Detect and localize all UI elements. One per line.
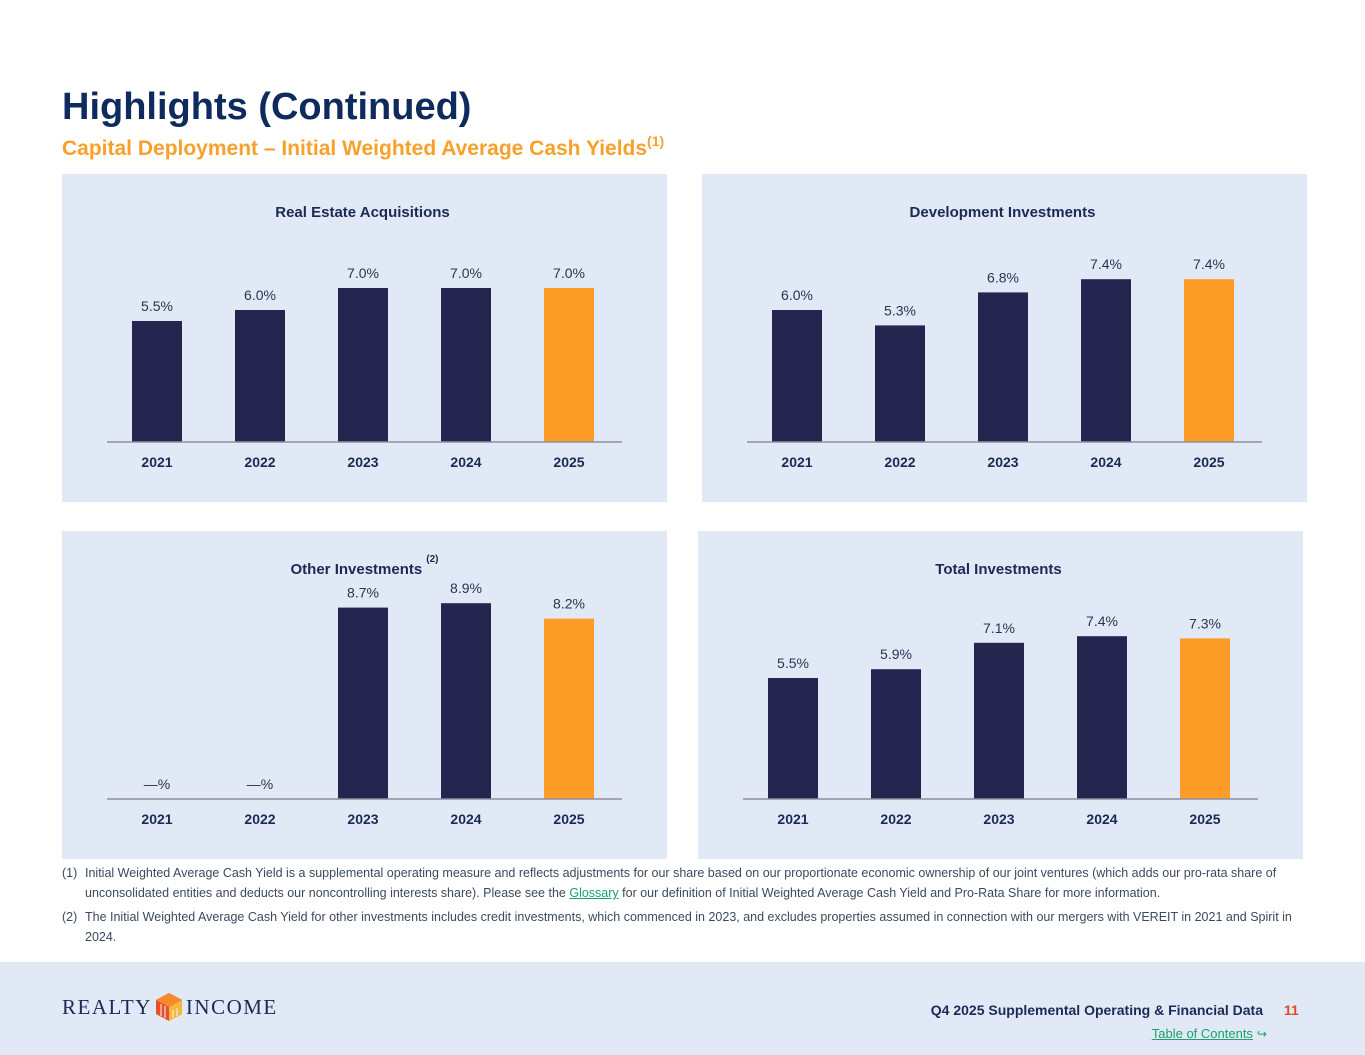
data-label-2021: 5.5% — [777, 655, 809, 671]
glossary-link[interactable]: Glossary — [569, 886, 619, 900]
chart-title: Development Investments — [702, 203, 1307, 221]
bar-2025 — [544, 618, 594, 799]
chart-panel-development-investments: Development Investments 6.0% 2021 5.3% 2022… — [702, 174, 1307, 502]
chart-title: Real Estate Acquisitions — [62, 203, 667, 221]
bar-2023 — [338, 288, 388, 442]
logo-cube-icon — [155, 993, 182, 1021]
bar-2021 — [768, 678, 818, 799]
footnote-1: (1) Initial Weighted Average Cash Yield … — [62, 863, 1302, 903]
bar-2024 — [441, 288, 491, 442]
chart-panel-other-investments: Other Investments(2) —% 2021 —% 2022 8.7% 202… — [62, 531, 667, 859]
data-label-2024: 8.9% — [450, 580, 482, 596]
x-tick-label-2023: 2023 — [347, 811, 378, 827]
chart-title: Total Investments — [698, 560, 1303, 578]
bar-2021 — [772, 310, 822, 442]
footnote-text: Initial Weighted Average Cash Yield is a… — [85, 863, 1302, 903]
data-label-2023: 7.1% — [983, 620, 1015, 636]
bar-2024 — [441, 603, 491, 799]
bar-2023 — [978, 292, 1028, 442]
table-of-contents-link[interactable]: Table of Contents ↪ — [1152, 1026, 1267, 1041]
data-label-2025: 7.0% — [553, 265, 585, 281]
subtitle-footnote-ref: (1) — [647, 133, 665, 149]
bar-2022 — [875, 325, 925, 442]
bar-2025 — [1180, 638, 1230, 799]
data-label-2021: —% — [144, 776, 170, 792]
x-tick-label-2024: 2024 — [1090, 454, 1121, 470]
x-tick-label-2021: 2021 — [777, 811, 808, 827]
data-label-2022: 6.0% — [244, 287, 276, 303]
subtitle-text: Capital Deployment – Initial Weighted Av… — [62, 137, 648, 160]
data-label-2023: 8.7% — [347, 585, 379, 601]
data-label-2024: 7.0% — [450, 265, 482, 281]
data-label-2024: 7.4% — [1090, 256, 1122, 272]
footnotes: (1) Initial Weighted Average Cash Yield … — [62, 863, 1302, 951]
data-label-2021: 5.5% — [141, 298, 173, 314]
x-tick-label-2024: 2024 — [450, 454, 481, 470]
bar-2024 — [1081, 279, 1131, 442]
chart-panel-total-investments: Total Investments 5.5% 2021 5.9% 2022 7.1% 20… — [698, 531, 1303, 859]
page-number: 11 — [1284, 1002, 1299, 1018]
x-tick-label-2022: 2022 — [244, 454, 275, 470]
data-label-2022: 5.3% — [884, 302, 916, 318]
bar-chart-development-investments: 6.0% 2021 5.3% 2022 6.8% 2023 7.4% 2024 7.4% 2025 — [747, 256, 1262, 470]
footnote-text-part: Initial Weighted Average Cash Yield is a… — [85, 866, 1277, 900]
footnote-number: (1) — [62, 866, 78, 880]
x-tick-label-2024: 2024 — [1086, 811, 1117, 827]
bar-2025 — [1184, 279, 1234, 442]
x-tick-label-2022: 2022 — [244, 811, 275, 827]
data-label-2022: —% — [247, 776, 273, 792]
data-label-2021: 6.0% — [781, 287, 813, 303]
bar-2022 — [235, 310, 285, 442]
bar-2024 — [1077, 636, 1127, 799]
x-tick-label-2023: 2023 — [347, 454, 378, 470]
chart-panel-real-estate-acquisitions: Real Estate Acquisitions 5.5% 2021 6.0% 202… — [62, 174, 667, 502]
bar-chart-other-investments: —% 2021 —% 2022 8.7% 2023 8.9% 2024 8.2% 2025 — [107, 580, 622, 827]
data-label-2025: 7.3% — [1189, 615, 1221, 631]
x-tick-label-2021: 2021 — [781, 454, 812, 470]
x-tick-label-2025: 2025 — [1193, 454, 1224, 470]
data-label-2024: 7.4% — [1086, 613, 1118, 629]
page-subtitle: Capital Deployment – Initial Weighted Av… — [62, 133, 664, 161]
bar-2022 — [871, 669, 921, 799]
bar-2021 — [132, 321, 182, 442]
chart-title-text: Real Estate Acquisitions — [275, 204, 450, 221]
data-label-2023: 6.8% — [987, 269, 1019, 285]
chart-title-text: Other Investments — [290, 561, 423, 578]
data-label-2022: 5.9% — [880, 646, 912, 662]
x-tick-label-2021: 2021 — [141, 811, 172, 827]
realty-income-logo: REALTY INCOME — [62, 992, 278, 1022]
x-tick-label-2022: 2022 — [884, 454, 915, 470]
page-title: Highlights (Continued) — [62, 86, 472, 128]
x-tick-label-2022: 2022 — [880, 811, 911, 827]
footnote-number: (2) — [62, 910, 78, 924]
data-label-2025: 7.4% — [1193, 256, 1225, 272]
x-tick-label-2025: 2025 — [1189, 811, 1220, 827]
x-tick-label-2023: 2023 — [987, 454, 1018, 470]
bar-2023 — [974, 642, 1024, 799]
chart-title-text: Development Investments — [909, 204, 1096, 221]
data-label-2025: 8.2% — [553, 596, 585, 612]
footnote-2: (2) The Initial Weighted Average Cash Yi… — [62, 907, 1302, 947]
bar-2023 — [338, 607, 388, 799]
bar-chart-real-estate-acquisitions: 5.5% 2021 6.0% 2022 7.0% 2023 7.0% 2024 7.0% 2025 — [107, 265, 622, 470]
footer: REALTY INCOME Q4 2025 Supplemental Opera… — [0, 962, 1365, 1055]
logo-text-left: REALTY — [62, 994, 152, 1019]
arrow-right-icon: ↪ — [1256, 1027, 1267, 1041]
bar-2025 — [544, 288, 594, 442]
x-tick-label-2025: 2025 — [553, 454, 584, 470]
chart-title: Other Investments(2) — [62, 554, 667, 578]
x-tick-label-2021: 2021 — [141, 454, 172, 470]
x-tick-label-2025: 2025 — [553, 811, 584, 827]
footnote-text-part: for our definition of Initial Weighted A… — [618, 886, 1161, 900]
x-tick-label-2023: 2023 — [983, 811, 1014, 827]
chart-title-footnote: (2) — [426, 554, 439, 565]
bar-chart-total-investments: 5.5% 2021 5.9% 2022 7.1% 2023 7.4% 2024 7.3% 2025 — [743, 613, 1258, 827]
data-label-2023: 7.0% — [347, 265, 379, 281]
footnote-text: The Initial Weighted Average Cash Yield … — [85, 910, 1292, 944]
toc-link-text[interactable]: Table of Contents — [1151, 1026, 1253, 1041]
chart-title-text: Total Investments — [935, 561, 1062, 578]
x-tick-label-2024: 2024 — [450, 811, 481, 827]
logo-text-right: INCOME — [185, 994, 278, 1019]
document-label: Q4 2025 Supplemental Operating & Financi… — [930, 1002, 1263, 1018]
